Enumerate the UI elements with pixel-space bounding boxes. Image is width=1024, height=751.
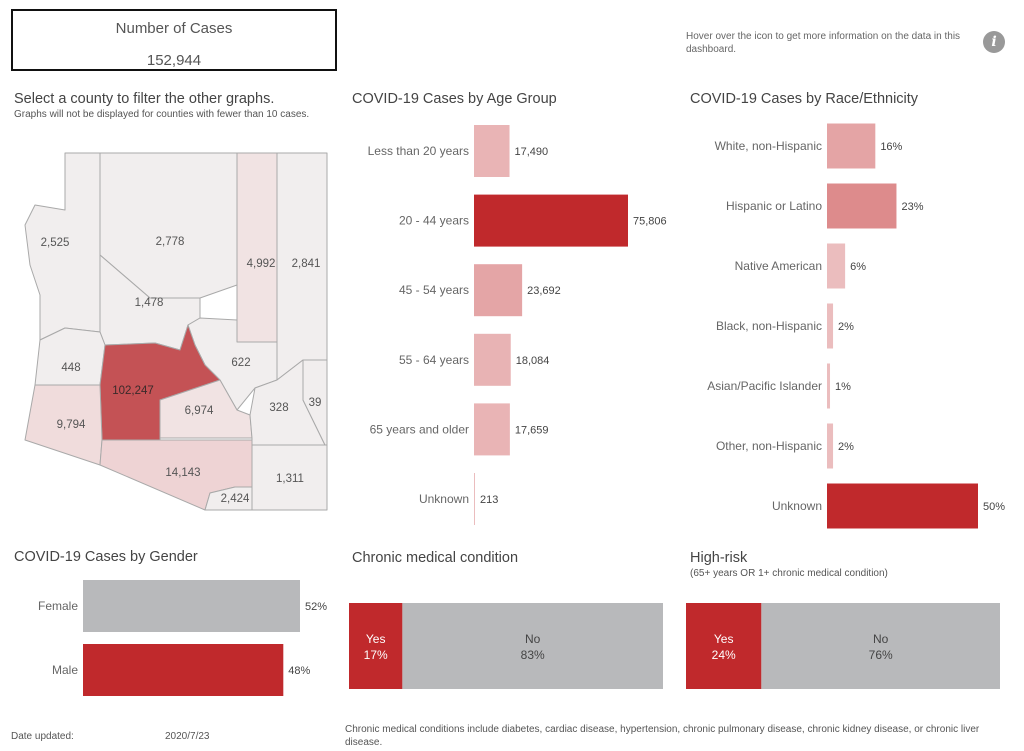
highrisk-chart-subtitle: (65+ years OR 1+ chronic medical conditi… xyxy=(690,568,888,579)
map-title: Select a county to filter the other grap… xyxy=(14,91,275,107)
bar-value-label: 6% xyxy=(850,261,866,273)
age-bar-chart: Less than 20 years 17,490 20 - 44 years 75,… xyxy=(368,125,667,525)
no-value-label: 83% xyxy=(521,648,545,662)
yes-value-label: 24% xyxy=(712,648,736,662)
county-label: 14,143 xyxy=(165,467,200,479)
no-label: No xyxy=(873,632,889,646)
bar xyxy=(827,303,834,349)
bar-label: Female xyxy=(38,599,78,613)
highrisk-stacked-bar: Yes 24% No 76% xyxy=(686,603,1000,689)
bar-label: Unknown xyxy=(419,492,469,506)
county-area[interactable] xyxy=(251,444,328,511)
bar-value-label: 50% xyxy=(983,501,1005,513)
county-label: 2,778 xyxy=(156,236,185,248)
bar xyxy=(827,183,897,229)
bar-value-label: 48% xyxy=(288,665,310,677)
bar-value-label: 17,659 xyxy=(515,424,549,436)
race-bar-chart: White, non-Hispanic 16% Hispanic or Latino… xyxy=(707,123,1005,529)
bar-label: Native American xyxy=(735,259,822,273)
bar-label: Unknown xyxy=(772,499,822,513)
bar-value-label: 213 xyxy=(480,494,498,506)
bar xyxy=(474,403,510,456)
bar-value-label: 2% xyxy=(838,441,854,453)
bar-label: 55 - 64 years xyxy=(399,353,469,367)
county-label: 448 xyxy=(61,362,80,374)
age-chart-title: COVID-19 Cases by Age Group xyxy=(352,91,557,107)
county-label: 2,424 xyxy=(221,493,250,505)
county-label: 102,247 xyxy=(112,385,154,397)
no-segment xyxy=(402,603,663,689)
yes-label: Yes xyxy=(366,632,386,646)
county-label: 39 xyxy=(309,397,322,409)
no-label: No xyxy=(525,632,541,646)
cases-kpi-card: Number of Cases 152,944 xyxy=(11,9,337,71)
info-hint-text: Hover over the icon to get more informat… xyxy=(686,31,961,55)
bar-label: Hispanic or Latino xyxy=(726,199,822,213)
county-label: 622 xyxy=(231,357,250,369)
county-label: 9,794 xyxy=(57,419,86,431)
bar xyxy=(827,483,978,529)
bar xyxy=(474,333,511,386)
chronic-stacked-bar: Yes 17% No 83% xyxy=(349,603,663,689)
bar xyxy=(474,473,475,525)
kpi-label: Number of Cases xyxy=(115,20,233,37)
no-value-label: 76% xyxy=(869,648,893,662)
yes-segment xyxy=(686,603,762,689)
bar xyxy=(827,243,846,289)
bar-label: Asian/Pacific Islander xyxy=(707,379,822,393)
chronic-footnote: Chronic medical conditions include diabe… xyxy=(345,724,980,748)
bar-label: 20 - 44 years xyxy=(399,214,469,228)
county-label: 2,525 xyxy=(41,237,70,249)
county-label: 6,974 xyxy=(185,405,214,417)
county-area[interactable] xyxy=(236,152,278,343)
race-chart-title: COVID-19 Cases by Race/Ethnicity xyxy=(690,91,919,107)
bar-label: Other, non-Hispanic xyxy=(716,439,822,453)
map-subtitle: Graphs will not be displayed for countie… xyxy=(14,109,310,120)
bar-label: 45 - 54 years xyxy=(399,283,469,297)
county-label: 1,311 xyxy=(276,473,304,485)
gender-chart-title: COVID-19 Cases by Gender xyxy=(14,549,198,565)
county-label: 1,478 xyxy=(135,297,164,309)
bar-label: 65 years and older xyxy=(370,422,469,436)
yes-label: Yes xyxy=(714,632,734,646)
bar-value-label: 1% xyxy=(835,381,851,393)
county-label: 328 xyxy=(269,402,288,414)
bar-value-label: 2% xyxy=(838,321,854,333)
bar xyxy=(474,264,523,317)
county-label: 2,841 xyxy=(292,258,321,270)
bar-value-label: 17,490 xyxy=(515,146,549,158)
bar-label: Black, non-Hispanic xyxy=(716,319,822,333)
bar-value-label: 16% xyxy=(880,141,902,153)
county-label: 4,992 xyxy=(247,258,276,270)
bar xyxy=(474,125,510,177)
gender-bar-chart: Female 52% Male 48% xyxy=(38,580,327,696)
bar xyxy=(827,423,834,469)
bar xyxy=(83,644,284,696)
county-area[interactable] xyxy=(204,486,253,511)
date-updated-value: 2020/7/23 xyxy=(165,731,210,742)
county-map: 2,525 2,778 4,992 2,841 1,478 622 448 10… xyxy=(24,152,328,511)
kpi-value: 152,944 xyxy=(146,52,202,69)
no-segment xyxy=(761,603,1000,689)
bar-value-label: 75,806 xyxy=(633,216,667,228)
bar-label: Less than 20 years xyxy=(368,144,469,158)
bar xyxy=(827,363,831,409)
yes-segment xyxy=(349,603,403,689)
bar xyxy=(474,194,628,247)
info-icon[interactable]: i xyxy=(983,31,1005,53)
bar-value-label: 52% xyxy=(305,601,327,613)
bar-label: White, non-Hispanic xyxy=(715,139,822,153)
bar-value-label: 23,692 xyxy=(527,285,561,297)
bar xyxy=(827,123,876,169)
highrisk-chart-title: High-risk xyxy=(690,550,748,566)
chronic-chart-title: Chronic medical condition xyxy=(352,550,519,566)
bar-value-label: 23% xyxy=(901,201,923,213)
yes-value-label: 17% xyxy=(364,648,388,662)
bar-value-label: 18,084 xyxy=(516,355,550,367)
date-updated-label: Date updated: xyxy=(11,731,74,742)
bar xyxy=(83,580,300,632)
bar-label: Male xyxy=(52,663,78,677)
